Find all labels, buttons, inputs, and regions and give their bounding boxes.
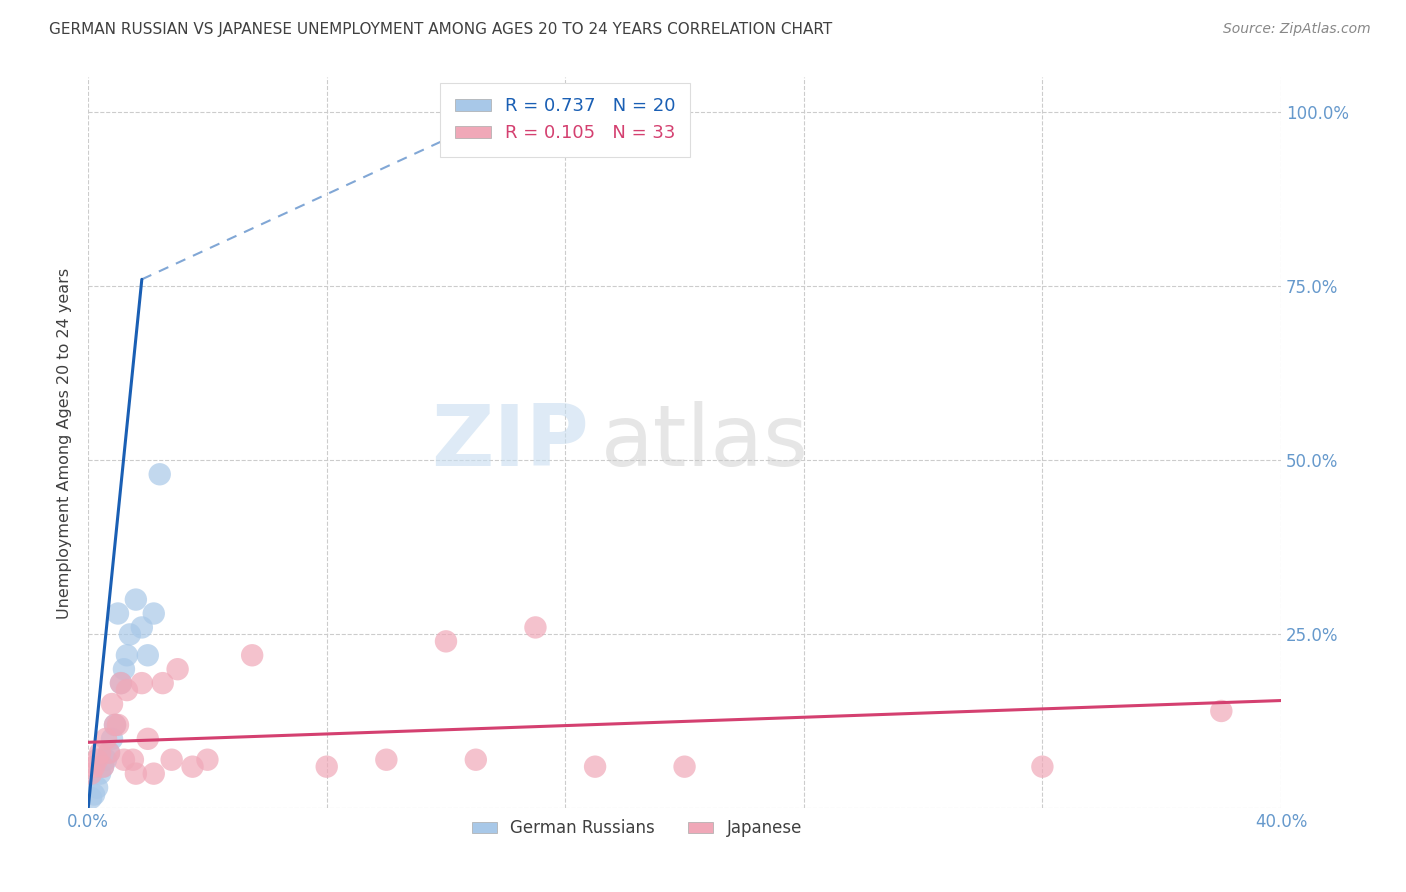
Point — [554, 126, 576, 140]
Point — [101, 731, 124, 746]
Point — [125, 592, 148, 607]
Point — [152, 676, 174, 690]
Point — [98, 746, 121, 760]
Point — [110, 676, 132, 690]
Point — [315, 759, 337, 773]
Point — [464, 753, 486, 767]
Point — [122, 753, 145, 767]
Point — [83, 788, 105, 802]
Y-axis label: Unemployment Among Ages 20 to 24 years: Unemployment Among Ages 20 to 24 years — [58, 268, 72, 618]
Point — [1211, 704, 1233, 718]
Point — [107, 607, 129, 621]
Point — [583, 759, 606, 773]
Point — [181, 759, 204, 773]
Point — [91, 759, 114, 773]
Point — [98, 746, 121, 760]
Point — [166, 662, 188, 676]
Point — [524, 620, 547, 634]
Point — [112, 662, 135, 676]
Point — [104, 718, 127, 732]
Point — [91, 759, 114, 773]
Point — [136, 731, 159, 746]
Point — [673, 759, 696, 773]
Text: ZIP: ZIP — [432, 401, 589, 484]
Point — [131, 620, 153, 634]
Point — [86, 780, 108, 795]
Point — [142, 607, 165, 621]
Point — [197, 753, 219, 767]
Point — [94, 731, 117, 746]
Point — [1031, 759, 1053, 773]
Point — [240, 648, 263, 663]
Point — [112, 753, 135, 767]
Point — [86, 753, 108, 767]
Point — [375, 753, 398, 767]
Point — [115, 683, 138, 698]
Point — [149, 467, 172, 482]
Point — [94, 753, 117, 767]
Text: Source: ZipAtlas.com: Source: ZipAtlas.com — [1223, 22, 1371, 37]
Point — [104, 718, 127, 732]
Text: atlas: atlas — [600, 401, 808, 484]
Point — [80, 791, 103, 805]
Point — [110, 676, 132, 690]
Point — [118, 627, 141, 641]
Point — [83, 759, 105, 773]
Point — [101, 697, 124, 711]
Point — [142, 766, 165, 780]
Point — [160, 753, 183, 767]
Point — [115, 648, 138, 663]
Point — [89, 746, 111, 760]
Point — [136, 648, 159, 663]
Point — [434, 634, 457, 648]
Point — [131, 676, 153, 690]
Point — [107, 718, 129, 732]
Point — [80, 766, 103, 780]
Legend: German Russians, Japanese: German Russians, Japanese — [465, 813, 808, 844]
Text: GERMAN RUSSIAN VS JAPANESE UNEMPLOYMENT AMONG AGES 20 TO 24 YEARS CORRELATION CH: GERMAN RUSSIAN VS JAPANESE UNEMPLOYMENT … — [49, 22, 832, 37]
Point — [125, 766, 148, 780]
Point — [89, 766, 111, 780]
